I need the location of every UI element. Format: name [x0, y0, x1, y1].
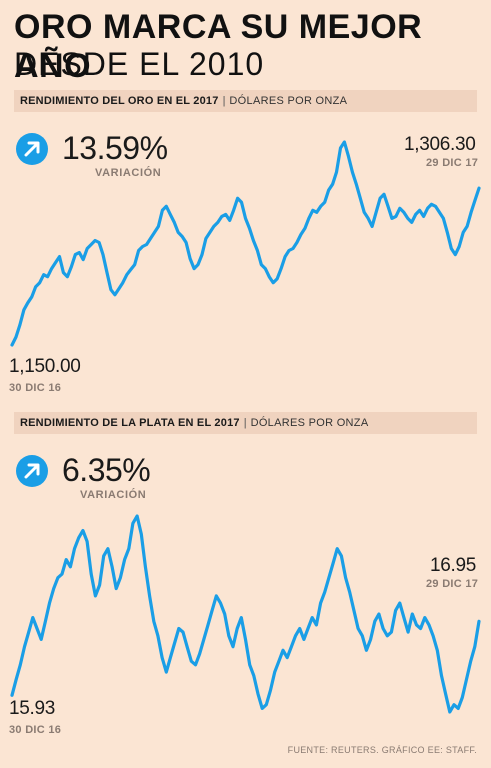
- gold-section-header: RENDIMIENTO DEL ORO EN EL 2017 | DÓLARES P…: [14, 90, 477, 112]
- silver-section-header: RENDIMIENTO DE LA PLATA EN EL 2017 | DÓLAR…: [14, 412, 477, 434]
- silver-series-line: [10, 514, 481, 714]
- silver-variation-label: VARIACIÓN: [80, 489, 147, 501]
- gold-series-line: [10, 140, 481, 347]
- arrow-up-right-icon: [16, 455, 48, 487]
- page-subtitle: DESDE EL 2010: [14, 46, 265, 82]
- silver-start-value: 15.93: [9, 698, 56, 719]
- silver-variation-value: 6.35%: [62, 452, 151, 488]
- gold-start-value: 1,150.00: [9, 356, 81, 377]
- arrow-up-right-icon: [16, 133, 48, 165]
- silver-section-unit: DÓLARES POR ONZA: [250, 417, 369, 429]
- page-title: ORO MARCA SU MEJOR AÑO: [14, 8, 423, 85]
- gold-start-date: 30 DIC 16: [9, 382, 62, 394]
- gold-variation-value: 13.59%: [62, 130, 168, 166]
- section-separator: |: [243, 417, 247, 429]
- silver-section-title: RENDIMIENTO DE LA PLATA EN EL 2017: [20, 417, 240, 429]
- gold-section-title: RENDIMIENTO DEL ORO EN EL 2017: [20, 95, 219, 107]
- section-separator: |: [222, 95, 226, 107]
- source-footer: FUENTE: REUTERS. GRÁFICO EE: STAFF.: [287, 745, 477, 755]
- silver-start-date: 30 DIC 16: [9, 724, 62, 736]
- silver-end-value: 16.95: [430, 555, 477, 576]
- gold-variation-label: VARIACIÓN: [95, 167, 162, 179]
- gold-end-date: 29 DIC 17: [426, 157, 479, 169]
- silver-end-date: 29 DIC 17: [426, 578, 479, 590]
- gold-section-unit: DÓLARES POR ONZA: [229, 95, 348, 107]
- gold-end-value: 1,306.30: [404, 134, 476, 155]
